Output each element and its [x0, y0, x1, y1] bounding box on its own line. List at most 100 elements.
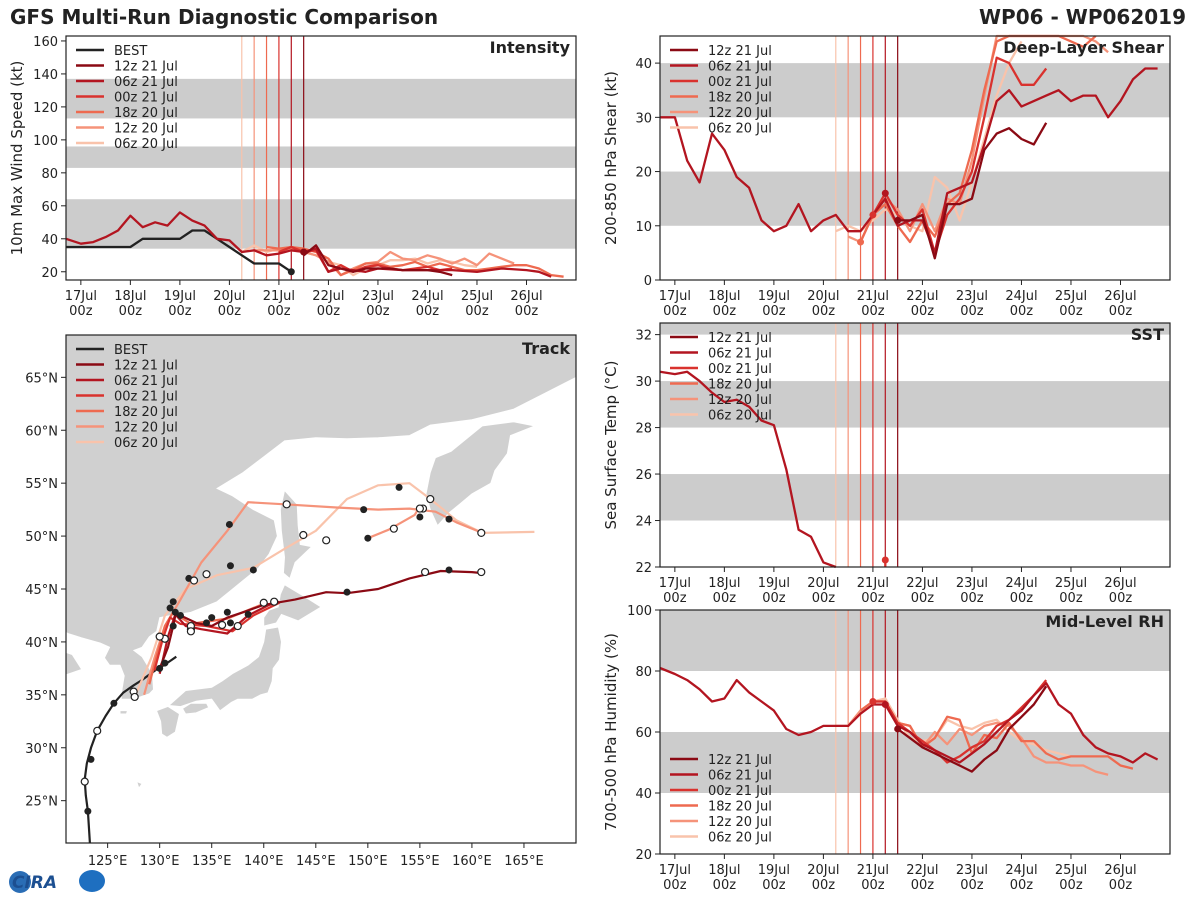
sst-xtick-sub: 00z	[1010, 591, 1034, 606]
shear-xtick-sub: 00z	[663, 304, 687, 319]
track-forecast-marker	[343, 588, 351, 596]
sst-shade-band	[660, 474, 1170, 521]
track-forecast-marker	[364, 534, 372, 542]
shear-xtick-sub: 00z	[812, 304, 836, 319]
shear-ytick-label: 40	[635, 57, 652, 72]
intensity-ytick-label: 160	[33, 35, 58, 50]
track-forecast-marker	[226, 562, 234, 570]
intensity-xtick-sub: 00z	[267, 304, 291, 319]
track-forecast-marker	[169, 622, 177, 630]
intensity-xtick-sub: 00z	[119, 304, 143, 319]
shear-init-marker	[881, 189, 889, 197]
track-land-hokkaido	[263, 584, 322, 627]
shear-xtick-label: 19Jul	[758, 289, 790, 304]
rh-series-line	[659, 666, 1159, 764]
shear-xtick-sub: 00z	[960, 304, 984, 319]
track-forecast-marker	[395, 483, 403, 491]
rh-xtick-sub: 00z	[1109, 878, 1133, 893]
track-forecast-marker	[203, 619, 211, 627]
intensity-xtick-label: 22Jul	[312, 289, 344, 304]
track-forecast-marker	[223, 608, 231, 616]
sst-init-marker	[881, 556, 889, 564]
shear-xtick-label: 20Jul	[807, 289, 839, 304]
track-legend-label: BEST	[114, 343, 147, 358]
track-forecast-marker	[259, 598, 268, 607]
shear-xtick-sub: 00z	[911, 304, 935, 319]
track-forecast-marker	[169, 598, 177, 606]
rh-xtick-sub: 00z	[762, 878, 786, 893]
track-forecast-marker	[226, 619, 234, 627]
sst-title: SST	[1131, 325, 1164, 344]
rh-xtick-sub: 00z	[663, 878, 687, 893]
rh-xtick-label: 17Jul	[659, 863, 691, 878]
rh-xtick-sub: 00z	[911, 878, 935, 893]
intensity-xtick-label: 25Jul	[461, 289, 493, 304]
track-ytick-label: 55°N	[25, 477, 58, 492]
track-forecast-marker	[161, 659, 169, 667]
rh-series-line	[872, 679, 1048, 764]
shear-shade-band	[660, 63, 1170, 118]
shear-title: Deep-Layer Shear	[1003, 38, 1164, 57]
track-forecast-marker	[189, 576, 199, 585]
intensity-xtick-label: 21Jul	[263, 289, 295, 304]
intensity-xtick-sub: 00z	[168, 304, 192, 319]
track-forecast-marker	[155, 632, 164, 641]
track-forecast-marker	[477, 528, 486, 538]
intensity-xtick-label: 23Jul	[362, 289, 394, 304]
track-legend-label: 00z 21 Jul	[114, 390, 178, 405]
intensity-ytick-label: 140	[33, 68, 58, 83]
track-forecast-marker	[322, 536, 331, 545]
sst-legend-label: 18z 20 Jul	[708, 378, 772, 393]
track-xtick-label: 165°E	[504, 854, 544, 869]
intensity-ytick-label: 40	[41, 233, 58, 248]
sst-frame	[659, 322, 1171, 568]
sst-xtick-sub: 00z	[663, 591, 687, 606]
track-legend-label: 12z 20 Jul	[114, 421, 178, 436]
sst-ytick-label: 24	[635, 515, 652, 530]
track-forecast-marker	[202, 570, 211, 579]
sst-legend-label: 12z 21 Jul	[708, 331, 772, 346]
intensity-legend-label: 12z 21 Jul	[114, 60, 178, 75]
track-xtick-label: 135°E	[192, 854, 232, 869]
sst-xtick-sub: 00z	[1059, 591, 1083, 606]
rh-init-marker	[869, 698, 877, 705]
storm-id: WP06 - WP062019	[979, 5, 1186, 29]
sst-legend-label: 06z 20 Jul	[708, 409, 772, 424]
shear-xtick-label: 18Jul	[708, 289, 740, 304]
shear-ylabel: 200-850 hPa Shear (kt)	[602, 71, 620, 245]
sst-ytick-label: 26	[635, 468, 652, 483]
shear-frame	[659, 35, 1171, 281]
intensity-legend-label: 12z 20 Jul	[114, 122, 178, 137]
rh-xtick-label: 26Jul	[1104, 863, 1136, 878]
rh-panel	[655, 609, 1171, 859]
intensity-title: Intensity	[490, 38, 571, 57]
intensity-ylabel: 10m Max Wind Speed (kt)	[8, 61, 26, 256]
track-xtick-label: 140°E	[244, 854, 284, 869]
logo-circle	[9, 871, 31, 893]
shear-legend-label: 06z 21 Jul	[708, 60, 772, 75]
rh-xtick-label: 18Jul	[708, 863, 740, 878]
track-line	[158, 600, 280, 674]
rh-xtick-label: 19Jul	[758, 863, 790, 878]
track-panel	[61, 334, 577, 848]
sst-xtick-sub: 00z	[960, 591, 984, 606]
rh-ytick-label: 20	[635, 848, 652, 863]
intensity-xtick-label: 17Jul	[65, 289, 97, 304]
shear-init-marker	[869, 211, 877, 219]
track-legend-label: 12z 21 Jul	[114, 359, 178, 374]
track-forecast-marker	[130, 692, 139, 702]
intensity-init-marker	[287, 268, 295, 276]
track-forecast-marker	[299, 530, 308, 540]
sst-xtick-sub: 00z	[1109, 591, 1133, 606]
intensity-legend-label: 06z 21 Jul	[114, 75, 178, 90]
track-line	[158, 569, 483, 669]
sst-xtick-label: 20Jul	[807, 576, 839, 591]
rh-legend-label: 00z 21 Jul	[708, 784, 772, 799]
rh-series-line	[859, 700, 1134, 770]
shear-xtick-sub: 00z	[1109, 304, 1133, 319]
intensity-panel	[61, 35, 577, 285]
track-legend-label: 18z 20 Jul	[114, 405, 178, 420]
track-xtick-label: 125°E	[88, 854, 128, 869]
rh-legend-label: 12z 21 Jul	[708, 753, 772, 768]
